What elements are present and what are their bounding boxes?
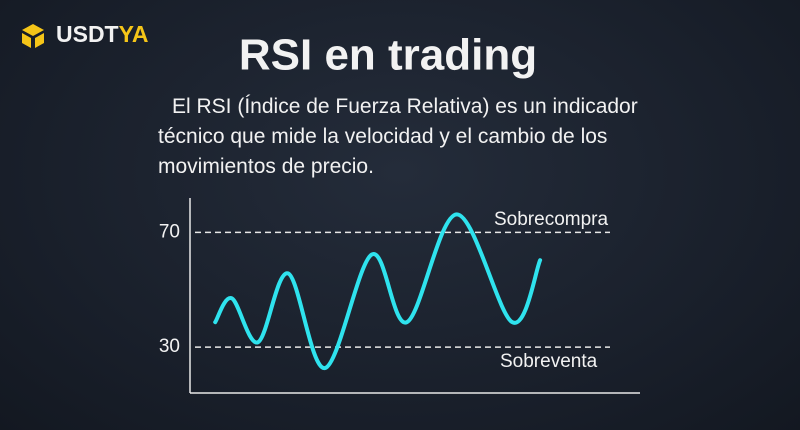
brand-accent: YA <box>119 21 149 47</box>
annotation: Sobreventa <box>500 351 598 372</box>
y-tick-label: 70 <box>159 221 180 242</box>
rsi-line <box>213 212 543 371</box>
logo-icon <box>22 24 44 48</box>
brand: USDTYA <box>56 21 148 47</box>
y-tick-label: 30 <box>159 336 180 357</box>
brand-main: USDT <box>56 21 119 47</box>
title: RSI en trading <box>239 31 537 80</box>
description: El RSI (Índice de Fuerza Relativa) es un… <box>158 95 638 178</box>
annotation: Sobrecompra <box>494 209 608 230</box>
